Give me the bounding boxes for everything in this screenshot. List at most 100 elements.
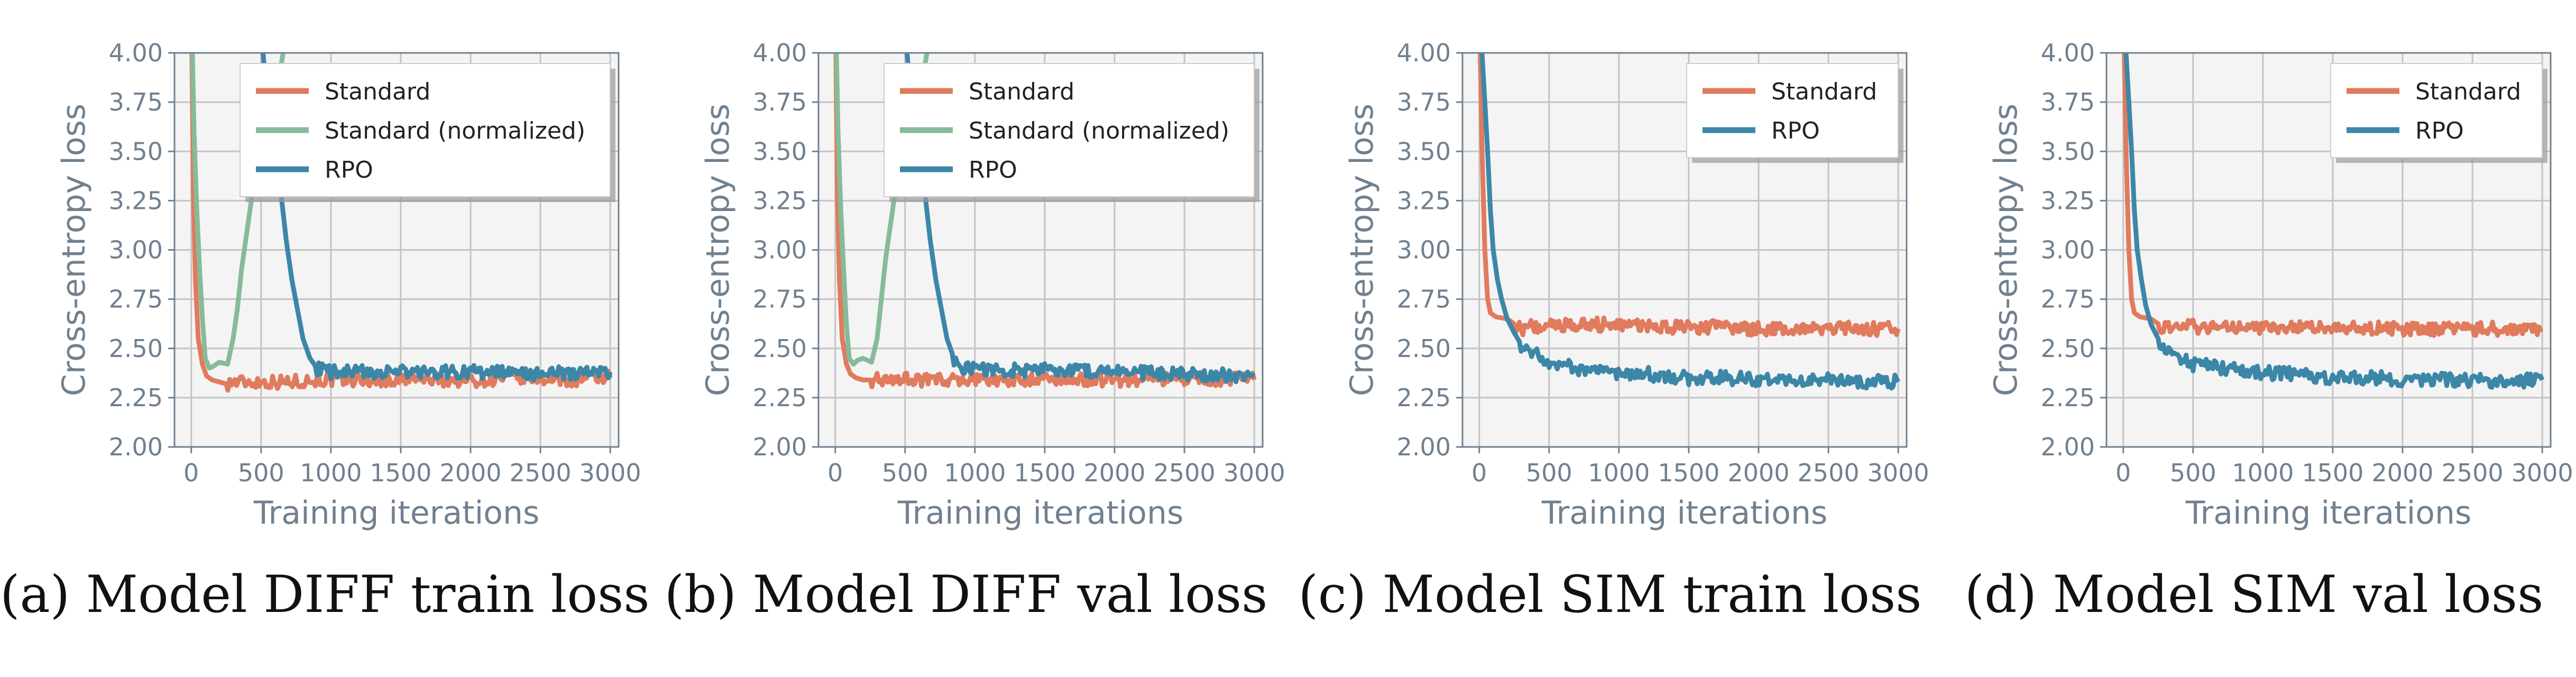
y-tick-label-d-5: 3.25 — [2041, 186, 2095, 215]
x-tick-label-a-2: 1000 — [300, 459, 362, 487]
series-group-d — [2122, 53, 2545, 390]
x-tick-label-c-3: 1500 — [1658, 459, 1719, 487]
y-tick-label-c-4: 3.00 — [1397, 236, 1451, 264]
legend-c: Standard RPO — [1686, 63, 1903, 163]
caption-a-label: (a) — [0, 565, 70, 624]
series-line-b-2 — [905, 53, 1256, 385]
caption-d: (d) Model SIM val loss — [1932, 565, 2576, 624]
y-tick-label-b-5: 3.25 — [753, 186, 807, 215]
caption-d-text: Model SIM val loss — [2053, 565, 2544, 624]
series-line-c-1 — [1479, 53, 1901, 391]
y-tick-label-c-2: 2.50 — [1397, 334, 1451, 363]
caption-c-suffix: train loss — [1682, 565, 1922, 624]
caption-a-text: Model DIFF train loss — [86, 565, 650, 624]
legend-label-b-2: RPO — [969, 157, 1017, 184]
y-tick-label-d-4: 3.00 — [2041, 236, 2095, 264]
series-line-d-0 — [2122, 53, 2544, 338]
x-tick-label-a-6: 3000 — [579, 459, 641, 487]
caption-c-model: SIM — [1560, 565, 1667, 624]
caption-b: (b) Model DIFF val loss — [644, 565, 1288, 624]
x-axis-label-d: Training iterations — [2185, 495, 2472, 532]
x-tick-label-d-5: 2500 — [2442, 459, 2504, 487]
y-tick-label-b-3: 2.75 — [753, 285, 807, 314]
caption-b-label: (b) — [664, 565, 737, 624]
series-group-c — [1478, 53, 1901, 391]
chart-a: 0 500 1000 1500 2000 2500 3000 2.00 2.25 2.50 2.75… — [56, 39, 641, 532]
legend-label-b-1: Standard (normalized) — [969, 117, 1229, 144]
x-tick-label-a-3: 1500 — [370, 459, 431, 487]
x-tick-label-d-3: 1500 — [2302, 459, 2363, 487]
y-axis-label-b: Cross-entropy loss — [700, 104, 737, 396]
series-line-d-1 — [2123, 53, 2545, 390]
x-tick-label-d-6: 3000 — [2511, 459, 2573, 487]
y-tick-label-c-0: 2.00 — [1397, 433, 1451, 461]
x-tick-label-c-1: 500 — [1526, 459, 1572, 487]
y-tick-label-a-0: 2.00 — [109, 433, 163, 461]
x-tick-label-c-2: 1000 — [1588, 459, 1650, 487]
caption-b-text: Model DIFF val loss — [752, 565, 1268, 624]
caption-b-suffix: val loss — [1077, 565, 1268, 624]
y-tick-label-b-2: 2.50 — [753, 334, 807, 363]
y-tick-label-b-1: 2.25 — [753, 383, 807, 412]
legend-label-d-1: RPO — [2415, 117, 2464, 144]
y-tick-label-d-1: 2.25 — [2041, 383, 2095, 412]
panel-b: 0 500 1000 1500 2000 2500 3000 2.00 2.25 2.50 2.75… — [644, 0, 1288, 677]
x-tick-label-b-2: 1000 — [944, 459, 1006, 487]
series-line-c-0 — [1478, 53, 1901, 338]
x-tick-label-b-3: 1500 — [1014, 459, 1075, 487]
y-tick-label-c-1: 2.25 — [1397, 383, 1451, 412]
panel-d: 0 500 1000 1500 2000 2500 3000 2.00 2.25 2.50 2.75… — [1932, 0, 2576, 677]
x-axis-label-b: Training iterations — [897, 495, 1184, 532]
series-line-a-2 — [261, 53, 613, 383]
y-tick-label-c-6: 3.50 — [1397, 137, 1451, 166]
x-tick-label-a-1: 500 — [238, 459, 284, 487]
legend-b: Standard Standard (normalized) RPO — [884, 63, 1259, 202]
x-tick-label-b-6: 3000 — [1223, 459, 1285, 487]
x-tick-label-c-6: 3000 — [1867, 459, 1929, 487]
caption-d-suffix: val loss — [2353, 565, 2544, 624]
x-axis-label-a: Training iterations — [253, 495, 540, 532]
y-tick-label-c-7: 3.75 — [1397, 88, 1451, 116]
y-tick-label-b-6: 3.50 — [753, 137, 807, 166]
y-tick-label-b-7: 3.75 — [753, 88, 807, 116]
x-tick-label-b-4: 2000 — [1083, 459, 1145, 487]
y-tick-label-b-4: 3.00 — [753, 236, 807, 264]
chart-b: 0 500 1000 1500 2000 2500 3000 2.00 2.25 2.50 2.75… — [700, 39, 1285, 532]
y-tick-label-b-8: 4.00 — [753, 39, 807, 67]
x-tick-label-d-2: 1000 — [2232, 459, 2294, 487]
legend-d: Standard RPO — [2330, 63, 2547, 163]
series-line-b-0 — [833, 53, 1257, 389]
y-tick-label-c-5: 3.25 — [1397, 186, 1451, 215]
x-tick-label-d-0: 0 — [2115, 459, 2131, 487]
x-tick-label-c-4: 2000 — [1727, 459, 1789, 487]
x-tick-label-d-4: 2000 — [2371, 459, 2433, 487]
legend-label-a-1: Standard (normalized) — [325, 117, 585, 144]
y-axis-label-c: Cross-entropy loss — [1344, 104, 1381, 396]
y-tick-label-a-6: 3.50 — [109, 137, 163, 166]
y-tick-label-a-4: 3.00 — [109, 236, 163, 264]
y-tick-label-d-2: 2.50 — [2041, 334, 2095, 363]
x-tick-label-c-0: 0 — [1471, 459, 1487, 487]
panel-c: 0 500 1000 1500 2000 2500 3000 2.00 2.25 2.50 2.75… — [1288, 0, 1932, 677]
y-tick-label-c-8: 4.00 — [1397, 39, 1451, 67]
caption-c-label: (c) — [1298, 565, 1367, 624]
legend-a: Standard Standard (normalized) RPO — [240, 63, 615, 202]
caption-d-label: (d) — [1964, 565, 2037, 624]
x-axis-label-c: Training iterations — [1541, 495, 1828, 532]
x-tick-label-b-5: 2500 — [1154, 459, 1216, 487]
y-tick-label-d-3: 2.75 — [2041, 285, 2095, 314]
y-tick-label-d-7: 3.75 — [2041, 88, 2095, 116]
x-tick-label-a-5: 2500 — [510, 459, 572, 487]
y-tick-label-b-0: 2.00 — [753, 433, 807, 461]
caption-c: (c) Model SIM train loss — [1288, 565, 1932, 624]
x-tick-label-a-4: 2000 — [439, 459, 501, 487]
y-tick-label-d-8: 4.00 — [2041, 39, 2095, 67]
x-tick-label-c-5: 2500 — [1798, 459, 1860, 487]
y-axis-label-a: Cross-entropy loss — [56, 104, 93, 396]
panel-a: 0 500 1000 1500 2000 2500 3000 2.00 2.25 2.50 2.75… — [0, 0, 650, 677]
y-tick-label-c-3: 2.75 — [1397, 285, 1451, 314]
x-tick-label-b-0: 0 — [827, 459, 843, 487]
y-tick-label-d-0: 2.00 — [2041, 433, 2095, 461]
x-tick-label-a-0: 0 — [183, 459, 199, 487]
